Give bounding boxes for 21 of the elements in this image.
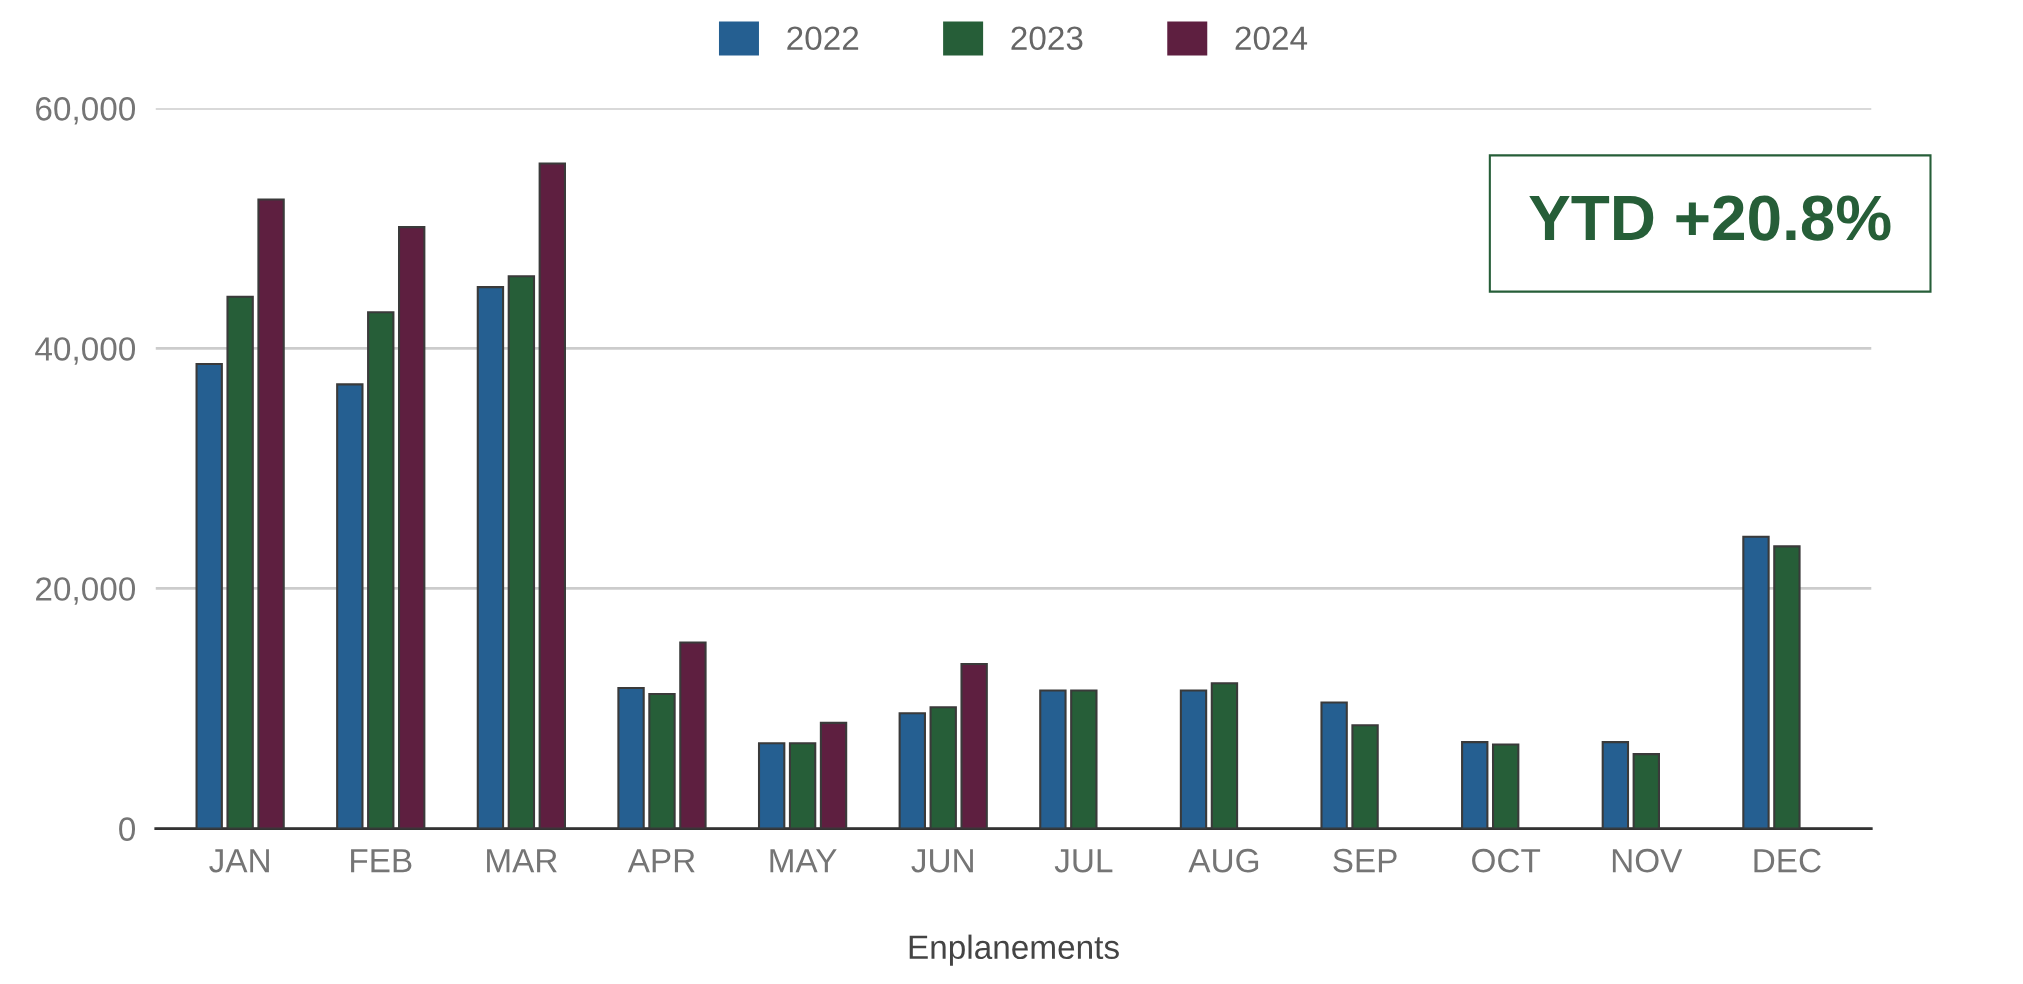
legend-label: 2023	[1011, 26, 1083, 51]
x-tick-label: MAR	[487, 849, 557, 873]
x-tick-label: NOV	[1612, 848, 1683, 873]
x-tick-label: JUL	[1054, 849, 1113, 873]
x-axis-title: Enplanements	[909, 934, 1119, 966]
x-tick-label: DEC	[1754, 848, 1821, 873]
y-tick-label: 0	[119, 817, 136, 841]
x-tick-label: SEP	[1333, 848, 1397, 873]
y-tick-label: 20,000	[36, 577, 136, 605]
x-tick-label: AUG	[1188, 848, 1259, 873]
x-tick-label: FEB	[351, 849, 412, 873]
x-tick-label: JUN	[911, 849, 973, 873]
y-tick-label: 40,000	[35, 337, 136, 365]
annotation: YTD +20.8%	[1529, 195, 1891, 241]
y-tick-label: 60,000	[36, 97, 136, 125]
legend-label: 2022	[787, 26, 859, 51]
x-tick-label: APR	[627, 849, 695, 873]
x-tick-label: MAY	[770, 849, 837, 873]
x-tick-label: JAN	[209, 849, 269, 873]
legend-label: 2024	[1235, 26, 1308, 51]
x-tick-label: OCT	[1472, 848, 1541, 873]
